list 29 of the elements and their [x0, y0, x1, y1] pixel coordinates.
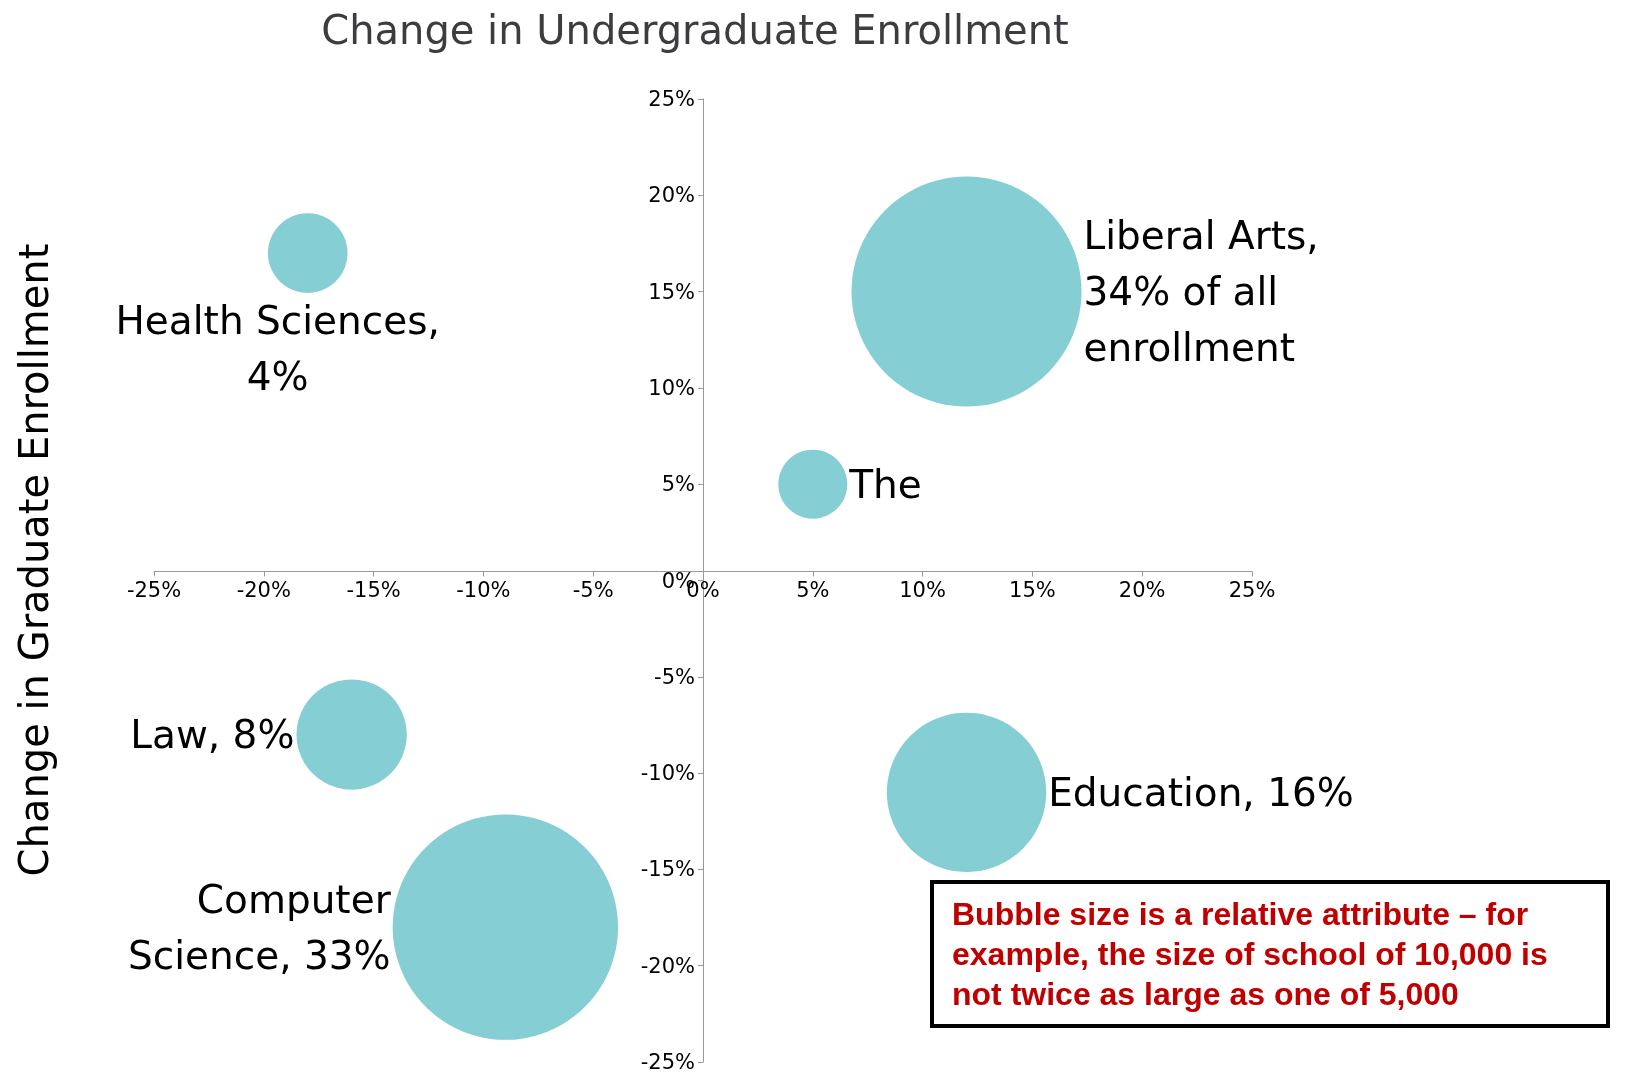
y-tick-label: -15%	[640, 857, 695, 882]
x-tick-label: -20%	[236, 578, 291, 602]
y-tick-label: 25%	[648, 87, 695, 111]
y-tick-label: 20%	[648, 183, 695, 208]
annotation: Education, 16%	[1048, 769, 1354, 815]
y-tick-label: 5%	[661, 472, 695, 497]
x-axis-title: Change in Undergraduate Enrollment	[321, 7, 1069, 53]
y-tick-label: 15%	[648, 279, 695, 304]
x-tick-label: 5%	[796, 578, 830, 602]
annotation: Health Sciences, 4%	[115, 298, 440, 400]
y-tick-label: -20%	[640, 953, 695, 978]
y-tick-label: 10%	[648, 375, 695, 400]
y-tick-label: -10%	[640, 761, 695, 786]
x-tick-label: 10%	[899, 578, 946, 602]
y-tick-label: -5%	[654, 664, 695, 689]
y-tick-label: -25%	[640, 1050, 695, 1073]
x-tick-label: 20%	[1118, 578, 1166, 602]
x-tick-label: 15%	[1009, 578, 1056, 602]
x-tick-label: -10%	[456, 578, 511, 602]
y-axis-title: Change in Graduate Enrollment	[11, 243, 57, 877]
annotation: Liberal Arts, 34% of all enrollment	[1083, 213, 1319, 371]
annotation: Law, 8%	[130, 712, 295, 758]
annotation: The	[848, 461, 922, 507]
x-tick-label: -5%	[572, 578, 614, 602]
annotation: Bubble size is a relative attribute – for example, the size of school of 10,000 is not twice as large as one of 5,000	[930, 880, 1610, 1028]
x-tick-label: 25%	[1228, 578, 1276, 602]
x-tick-label: -25%	[126, 578, 182, 602]
x-tick-label: -15%	[346, 578, 401, 602]
annotation: Computer Science, 33%	[128, 876, 392, 978]
